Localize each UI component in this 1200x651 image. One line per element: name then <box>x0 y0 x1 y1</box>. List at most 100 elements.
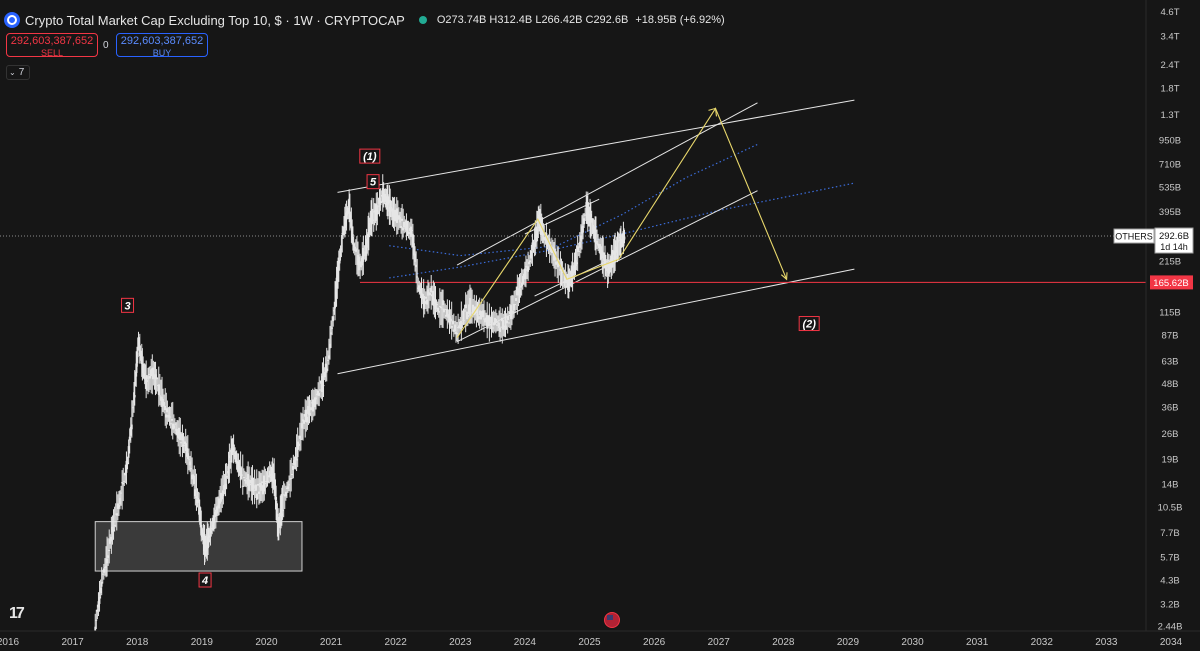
y-axis: 4.6T 3.4T 2.4T 1.8T 1.3T 950B 710B 535B 395B 215B… <box>1145 0 1200 651</box>
price-bar <box>623 236 626 240</box>
price-bar <box>179 432 182 441</box>
price-bar <box>349 216 352 218</box>
symbol-tag <box>1113 228 1155 244</box>
wave-label-box[interactable] <box>198 572 212 588</box>
price-bar <box>302 419 304 422</box>
wave-label-box[interactable] <box>359 148 381 164</box>
price-bar <box>603 257 606 261</box>
x-tick-label: 2025 <box>578 637 601 648</box>
channel-bottom-line <box>337 268 855 375</box>
price-bar <box>208 535 211 538</box>
price-bar <box>404 227 407 229</box>
price-bar <box>407 231 410 235</box>
price-bar <box>599 244 602 255</box>
price-bar <box>455 331 457 335</box>
us-flag-icon[interactable] <box>604 612 620 628</box>
price-bar <box>619 236 621 238</box>
price-bar <box>531 242 534 251</box>
price-bar <box>397 215 400 220</box>
bar-countdown: 1d 14h <box>1160 242 1188 252</box>
price-bar <box>126 462 129 465</box>
price-bar <box>161 397 163 408</box>
price-bar <box>195 496 198 499</box>
price-bar <box>134 379 137 384</box>
price-bar <box>380 194 383 197</box>
price-bar <box>286 487 288 489</box>
price-bar <box>608 260 611 270</box>
price-bar <box>558 264 561 267</box>
price-bar <box>332 316 335 322</box>
y-tick-label: 1.8T <box>1160 83 1179 94</box>
price-bar <box>223 485 226 490</box>
price-bar <box>368 222 371 228</box>
price-bar <box>543 237 546 240</box>
price-bar <box>352 234 354 238</box>
price-bar <box>339 250 342 256</box>
price-bar <box>486 315 489 329</box>
price-bar <box>434 299 437 310</box>
price-bar <box>342 232 345 234</box>
price-bar <box>185 448 188 457</box>
price-bar <box>281 510 284 512</box>
price-bar <box>196 499 199 503</box>
wave-label-box[interactable] <box>121 297 135 313</box>
y-tick-label: 215B <box>1159 257 1181 268</box>
sell-button[interactable]: 292,603,387,652 SELL <box>6 33 98 58</box>
price-bar <box>222 490 225 497</box>
chart-logo-icon[interactable]: 17 <box>9 605 25 622</box>
price-bar <box>399 216 401 223</box>
price-bar <box>430 286 433 293</box>
price-bar <box>236 461 239 463</box>
price-bar <box>251 477 254 492</box>
price-bar <box>420 293 423 295</box>
price-bar <box>242 477 245 479</box>
price-bar <box>330 332 332 335</box>
price-bar <box>406 231 409 233</box>
x-tick-label: 2033 <box>1095 637 1118 648</box>
y-tick-label: 5.7B <box>1160 553 1180 564</box>
price-bar <box>376 205 379 215</box>
price-bar <box>146 380 148 383</box>
price-bar <box>462 319 465 321</box>
price-bar <box>283 494 286 497</box>
price-bar <box>314 397 316 408</box>
chart-header: Crypto Total Market Cap Excluding Top 10… <box>4 10 725 30</box>
price-bar <box>534 234 537 247</box>
symbol-icon[interactable] <box>4 12 20 28</box>
price-bar <box>369 217 372 223</box>
buy-button[interactable]: 292,603,387,652 BUY <box>116 33 208 58</box>
x-tick-label: 2017 <box>61 637 84 648</box>
price-bar <box>620 243 622 248</box>
price-bar <box>349 214 351 222</box>
price-bar <box>379 201 382 206</box>
price-bar <box>375 203 378 221</box>
price-bar <box>287 486 289 490</box>
price-bar <box>437 311 440 313</box>
wave-label-box[interactable] <box>798 316 820 332</box>
y-tick-label: 710B <box>1159 159 1181 170</box>
price-bar <box>477 316 480 320</box>
price-bar <box>108 549 111 551</box>
price-bar <box>461 322 464 324</box>
price-bar <box>451 320 454 325</box>
wave-label-box[interactable] <box>366 174 380 190</box>
price-bar <box>573 265 576 274</box>
price-bar <box>211 527 214 530</box>
price-bar <box>193 475 196 484</box>
price-bar <box>549 245 552 252</box>
price-bar <box>267 475 270 478</box>
price-bar <box>590 218 593 223</box>
indicators-toggle[interactable]: ⌄ 7 <box>6 65 30 80</box>
price-bar <box>508 311 511 315</box>
price-bar <box>207 536 209 549</box>
price-bar <box>417 287 420 289</box>
y-tick-label: 48B <box>1162 379 1179 390</box>
price-bar <box>597 243 600 246</box>
price-bar <box>445 314 448 317</box>
current-price-tag <box>1154 227 1194 254</box>
wave-label: (1) <box>363 151 377 163</box>
sell-label: SELL <box>40 48 64 58</box>
symbol-title[interactable]: Crypto Total Market Cap Excluding Top 10… <box>25 12 405 28</box>
